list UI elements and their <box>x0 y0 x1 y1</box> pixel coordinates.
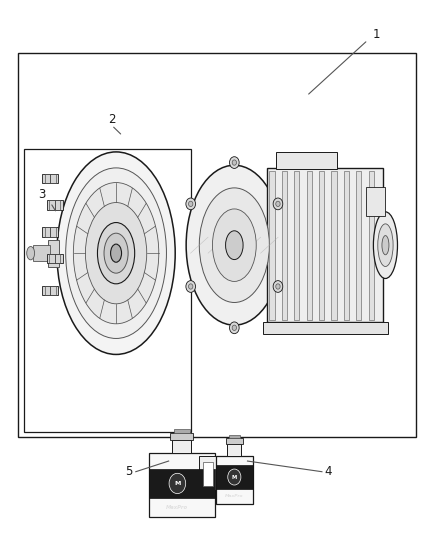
Ellipse shape <box>169 473 186 494</box>
Text: M: M <box>232 474 237 480</box>
Ellipse shape <box>378 224 393 266</box>
Bar <box>47 200 63 210</box>
Bar <box>369 171 374 320</box>
Bar <box>24 149 191 432</box>
Ellipse shape <box>85 203 147 304</box>
Text: 1: 1 <box>373 28 381 41</box>
Text: 2: 2 <box>108 114 116 126</box>
Text: M: M <box>174 481 180 486</box>
Bar <box>276 152 337 169</box>
Ellipse shape <box>57 152 175 354</box>
Bar <box>267 168 383 322</box>
Text: 5: 5 <box>126 465 133 478</box>
Bar <box>226 438 243 444</box>
Ellipse shape <box>373 212 398 278</box>
Bar <box>366 187 385 216</box>
Ellipse shape <box>186 165 283 325</box>
Bar <box>294 171 300 320</box>
Bar <box>174 429 190 433</box>
Text: 3: 3 <box>38 188 45 201</box>
Ellipse shape <box>110 244 121 262</box>
Ellipse shape <box>230 322 239 334</box>
Bar <box>45 227 56 237</box>
Bar <box>42 286 58 295</box>
Ellipse shape <box>230 157 239 168</box>
Ellipse shape <box>276 201 280 207</box>
Bar <box>332 171 337 320</box>
Ellipse shape <box>232 325 237 330</box>
Bar <box>172 440 191 453</box>
Bar <box>45 174 56 183</box>
Ellipse shape <box>186 198 195 209</box>
Ellipse shape <box>104 233 128 273</box>
Bar <box>149 453 215 517</box>
Bar <box>344 171 349 320</box>
Ellipse shape <box>188 201 193 207</box>
Bar <box>307 171 312 320</box>
Ellipse shape <box>188 284 193 289</box>
Ellipse shape <box>199 188 269 303</box>
Text: 4: 4 <box>325 465 332 478</box>
Ellipse shape <box>27 246 35 260</box>
Bar <box>263 322 388 334</box>
Bar <box>203 462 213 486</box>
Bar <box>282 171 287 320</box>
Bar <box>216 465 253 489</box>
Ellipse shape <box>382 236 389 255</box>
Bar <box>49 200 60 210</box>
Bar <box>319 171 324 320</box>
Bar <box>170 433 193 440</box>
Bar <box>47 254 63 263</box>
Bar <box>42 227 58 237</box>
Ellipse shape <box>273 280 283 292</box>
Bar <box>49 254 60 263</box>
Ellipse shape <box>273 198 283 209</box>
Bar <box>45 286 56 295</box>
Ellipse shape <box>74 182 159 324</box>
Bar <box>227 444 241 456</box>
Bar <box>269 171 275 320</box>
Text: MaxPro: MaxPro <box>225 494 244 498</box>
Bar <box>48 240 59 266</box>
Bar <box>33 245 50 261</box>
Ellipse shape <box>66 168 166 338</box>
Bar <box>18 53 416 437</box>
Ellipse shape <box>276 284 280 289</box>
Bar <box>42 174 58 183</box>
Ellipse shape <box>228 469 241 485</box>
Text: MaxPro: MaxPro <box>166 505 188 510</box>
Ellipse shape <box>212 209 256 281</box>
Bar <box>216 456 253 504</box>
Bar <box>199 456 217 490</box>
Bar <box>229 435 240 438</box>
Ellipse shape <box>226 231 243 260</box>
Ellipse shape <box>97 223 135 284</box>
Ellipse shape <box>232 160 237 165</box>
Bar <box>356 171 361 320</box>
Bar <box>149 469 215 498</box>
Ellipse shape <box>186 280 195 292</box>
